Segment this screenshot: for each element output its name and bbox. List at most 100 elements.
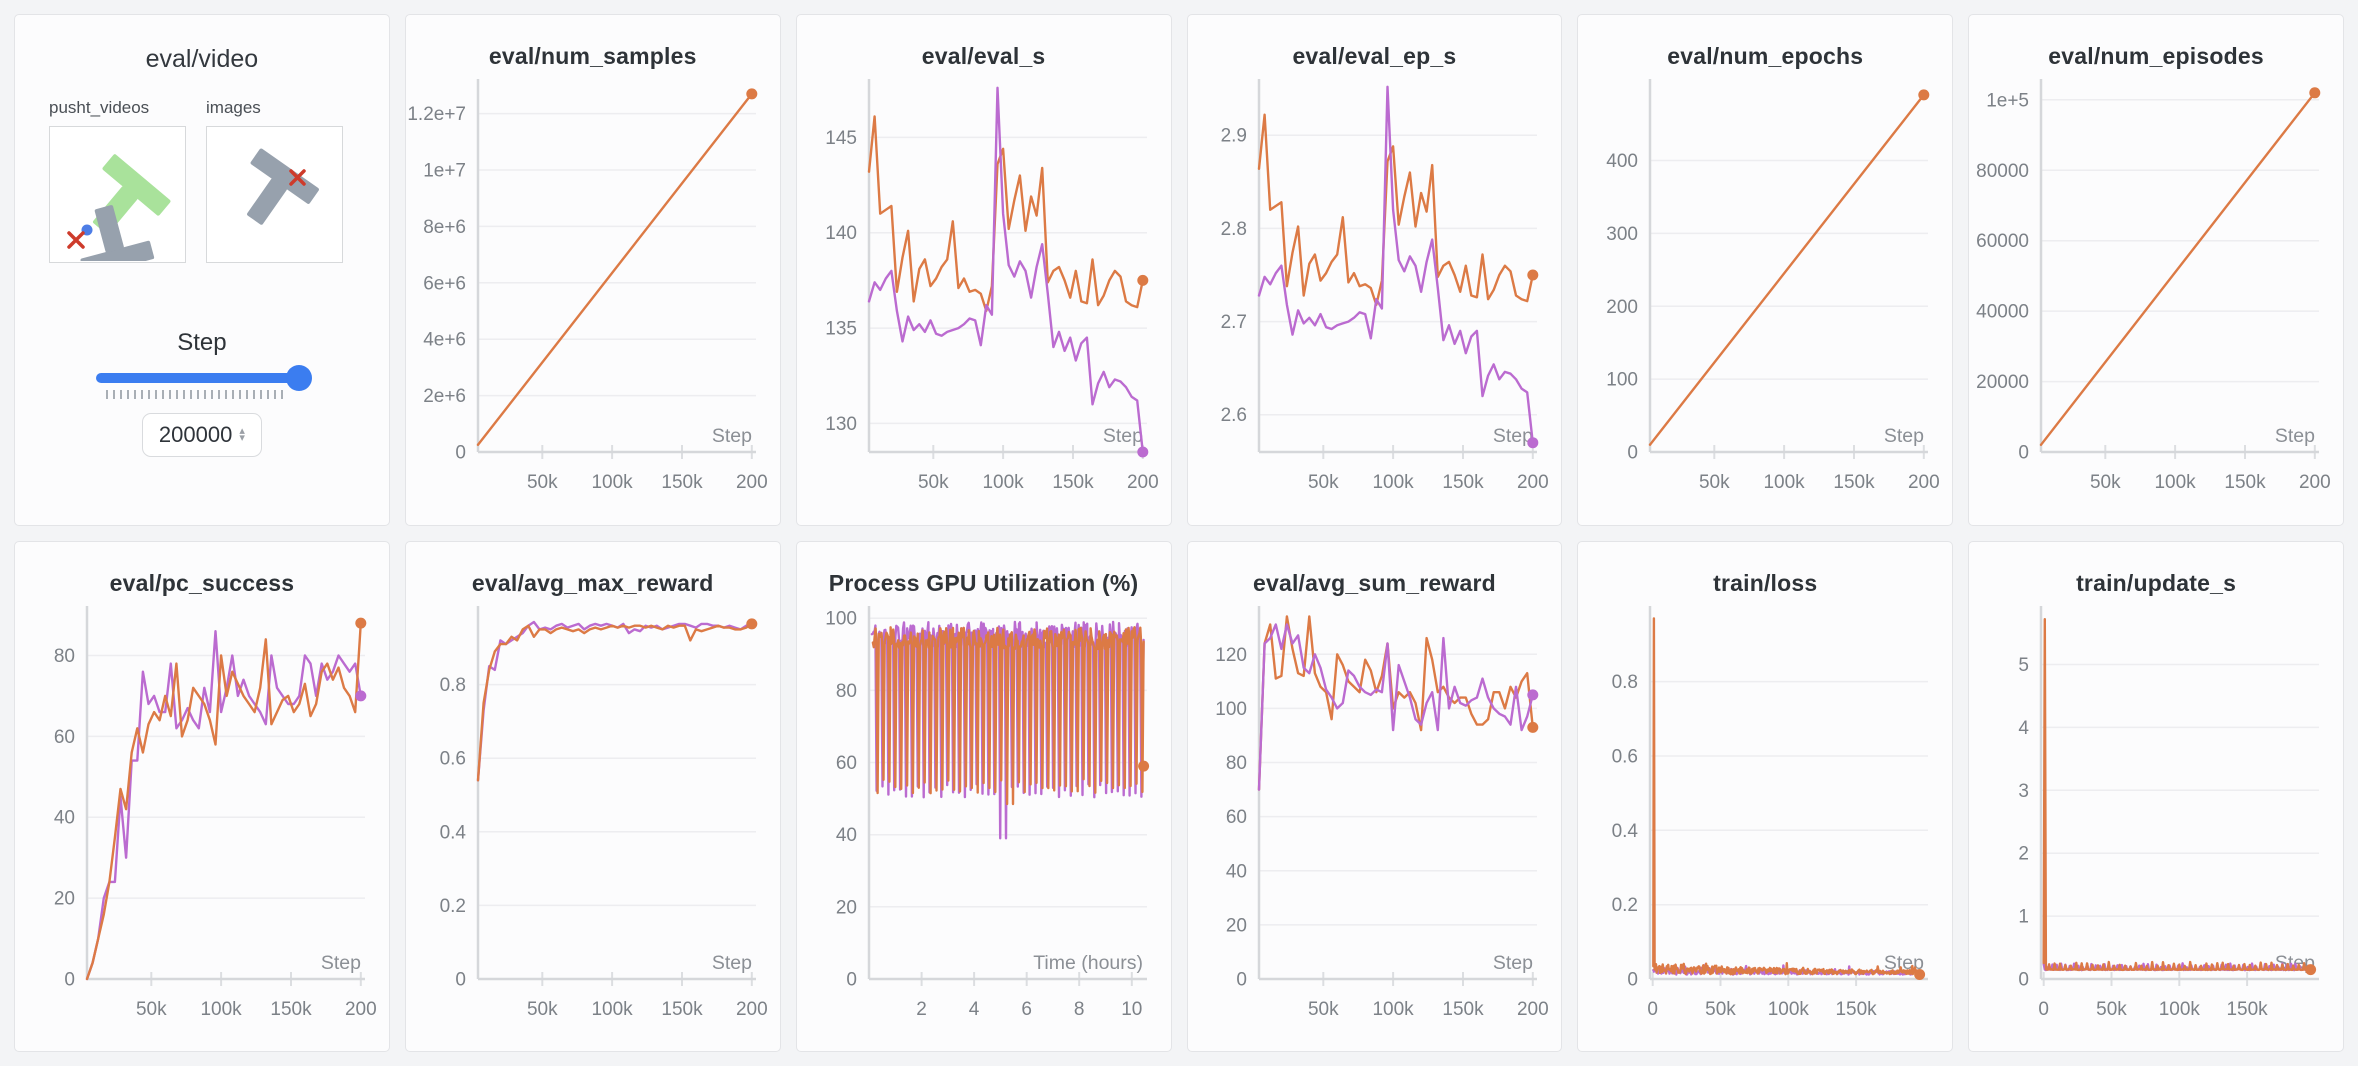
y-tick-label: 0 bbox=[1628, 443, 1639, 464]
end-point-dot-orange bbox=[1914, 968, 1926, 980]
series-line-orange bbox=[871, 625, 1145, 805]
chart-panel-eval-num-samples: eval/num_samples 0 2e+6 4e+6 6e+6 8e+6 1e+7 1.2… bbox=[404, 14, 781, 526]
chart-panel-eval-avg-sum-reward: eval/avg_sum_reward 0 20 40 60 80 100 120 50k 100… bbox=[1186, 540, 1563, 1052]
gray-t-block bbox=[247, 148, 319, 225]
y-tick-label: 0 bbox=[455, 969, 466, 990]
y-tick-label: 0.4 bbox=[439, 822, 466, 843]
x-axis-label: Step bbox=[2275, 425, 2315, 447]
chart-title-eval-num-samples: eval/num_samples bbox=[488, 43, 697, 69]
y-tick-label: 2.7 bbox=[1221, 312, 1247, 333]
y-tick-label: 20000 bbox=[1976, 372, 2029, 393]
series-line-purple bbox=[1258, 85, 1535, 444]
y-tick-label: 135 bbox=[825, 319, 857, 340]
chart-panel-eval-pc-success: eval/pc_success 0 20 40 60 80 50k 100k 150k 200 St… bbox=[14, 540, 390, 1052]
end-point-dot-orange bbox=[746, 617, 758, 629]
y-tick-label: 4e+6 bbox=[423, 330, 466, 351]
y-tick-label: 0.8 bbox=[439, 675, 465, 696]
x-tick-label: 100k bbox=[2159, 999, 2201, 1020]
end-point-dot-orange bbox=[1527, 721, 1539, 733]
series-line-orange bbox=[85, 621, 362, 980]
step-value-input[interactable]: 200000 ▴ ▾ bbox=[141, 413, 262, 457]
x-tick-label: 100k bbox=[591, 999, 633, 1020]
chart-title-eval-pc-success: eval/pc_success bbox=[109, 569, 295, 596]
media-group-pusht-videos: pusht_videos bbox=[49, 98, 186, 277]
y-tick-label: 100 bbox=[1607, 370, 1639, 391]
y-tick-label: 60 bbox=[54, 726, 75, 747]
y-tick-label: 100 bbox=[825, 608, 857, 629]
x-tick-label: 50k bbox=[1308, 472, 1339, 493]
video-thumbnail-pusht[interactable] bbox=[49, 126, 186, 277]
x-tick-label: 2 bbox=[916, 999, 927, 1020]
series-line-orange bbox=[1258, 113, 1535, 307]
media-key-label: images bbox=[206, 98, 261, 117]
x-tick-label: 100k bbox=[591, 472, 633, 493]
series-line-orange bbox=[2039, 91, 2317, 446]
y-tick-label: 5 bbox=[2019, 655, 2030, 676]
y-tick-label: 0.2 bbox=[1612, 895, 1638, 916]
end-point-dot-orange bbox=[2305, 963, 2317, 975]
chart-panel-train-update-s: train/update_s 0 1 2 3 4 5 0 50k 100k 150k Step bbox=[1968, 540, 2344, 1052]
chart-plot-eval-avg-sum-reward[interactable]: 0 20 40 60 80 100 120 50k 100k 150k 200 Step bbox=[1201, 601, 1549, 1025]
x-tick-label: 50k bbox=[1705, 999, 1736, 1020]
series-line-orange bbox=[867, 115, 1144, 313]
chart-panel-train-loss: train/loss 0 0.2 0.4 0.6 0.8 0 50k 100k 150k Step bbox=[1577, 540, 1954, 1052]
chart-plot-process-gpu-utilization[interactable]: 0 20 40 60 80 100 2 4 6 8 10 Time (hours) bbox=[811, 601, 1157, 1025]
x-tick-label: 8 bbox=[1073, 999, 1084, 1020]
images-scene bbox=[247, 148, 319, 225]
series-line-orange bbox=[2042, 617, 2312, 971]
x-tick-label: 150k bbox=[1443, 472, 1485, 493]
end-point-dot-orange bbox=[2309, 87, 2321, 99]
media-group-images: images bbox=[206, 98, 343, 263]
chart-plot-eval-num-samples[interactable]: 0 2e+6 4e+6 6e+6 8e+6 1e+7 1.2e+7 50k 100k 150k 20… bbox=[407, 74, 768, 498]
x-tick-label: 200 bbox=[345, 999, 377, 1020]
x-axis-label: Step bbox=[321, 952, 361, 974]
step-spinner: ▴ ▾ bbox=[239, 425, 245, 444]
end-point-dot-orange bbox=[1527, 269, 1539, 281]
y-tick-label: 80 bbox=[54, 646, 75, 667]
x-tick-label: 200 bbox=[736, 999, 768, 1020]
media-thumbnails: pusht_videos bbox=[49, 98, 389, 277]
y-tick-label: 200 bbox=[1607, 297, 1639, 318]
y-tick-label: 20 bbox=[835, 897, 856, 918]
chart-plot-eval-num-episodes[interactable]: 0 20000 40000 60000 80000 1e+5 50k 100k 150k 200 S… bbox=[1976, 74, 2331, 498]
y-tick-label: 60000 bbox=[1976, 231, 2029, 252]
step-decrement-button[interactable]: ▾ bbox=[239, 432, 245, 444]
step-slider[interactable] bbox=[95, 365, 312, 391]
y-tick-label: 130 bbox=[825, 414, 857, 435]
x-tick-label: 0 bbox=[2038, 999, 2049, 1020]
end-point-dot-purple bbox=[1527, 688, 1539, 700]
end-point-dot-purple bbox=[1527, 437, 1539, 449]
image-thumbnail-images[interactable] bbox=[206, 126, 343, 263]
x-tick-label: 150k bbox=[1834, 472, 1876, 493]
chart-title-train-loss: train/loss bbox=[1713, 569, 1818, 596]
x-axis-label: Time (hours) bbox=[1033, 952, 1143, 974]
y-tick-label: 2.8 bbox=[1221, 219, 1247, 240]
chart-plot-eval-avg-max-reward[interactable]: 0 0.2 0.4 0.6 0.8 50k 100k 150k 200 Step bbox=[420, 601, 768, 1025]
end-point-dot-orange bbox=[1918, 89, 1930, 101]
x-tick-label: 200 bbox=[736, 472, 768, 493]
x-tick-label: 200 bbox=[2299, 472, 2331, 493]
y-tick-label: 2.9 bbox=[1221, 126, 1247, 147]
y-tick-label: 2.6 bbox=[1221, 405, 1247, 426]
x-tick-label: 150k bbox=[661, 999, 703, 1020]
step-slider-thumb[interactable] bbox=[285, 365, 312, 391]
chart-plot-eval-num-epochs[interactable]: 0 100 200 300 400 50k 100k 150k 200 Step bbox=[1592, 74, 1940, 498]
chart-plot-eval-eval-ep-s[interactable]: 2.6 2.7 2.8 2.9 50k 100k 150k 200 Step bbox=[1201, 74, 1549, 498]
x-tick-label: 4 bbox=[968, 999, 979, 1020]
goal-cross-icon bbox=[67, 231, 85, 249]
y-tick-label: 0.6 bbox=[439, 748, 465, 769]
chart-plot-eval-eval-s[interactable]: 130 135 140 145 50k 100k 150k 200 Step bbox=[811, 74, 1158, 498]
y-tick-label: 20 bbox=[1226, 915, 1247, 936]
chart-panel-eval-num-epochs: eval/num_epochs 0 100 200 300 400 50k 100k 150k 2… bbox=[1577, 14, 1954, 526]
chart-title-eval-avg-sum-reward: eval/avg_sum_reward bbox=[1252, 569, 1496, 596]
x-tick-label: 150k bbox=[1052, 472, 1094, 493]
chart-panel-eval-eval-s: eval/eval_s 130 135 140 145 50k 100k 150k 200 Ste… bbox=[795, 14, 1172, 526]
x-axis-label: Step bbox=[712, 952, 752, 974]
step-increment-button[interactable]: ▴ bbox=[239, 425, 245, 438]
chart-plot-eval-pc-success[interactable]: 0 20 40 60 80 50k 100k 150k 200 Step bbox=[29, 601, 377, 1025]
y-tick-label: 145 bbox=[825, 128, 857, 149]
panel-eval-video: eval/video pusht_videos bbox=[14, 14, 390, 526]
